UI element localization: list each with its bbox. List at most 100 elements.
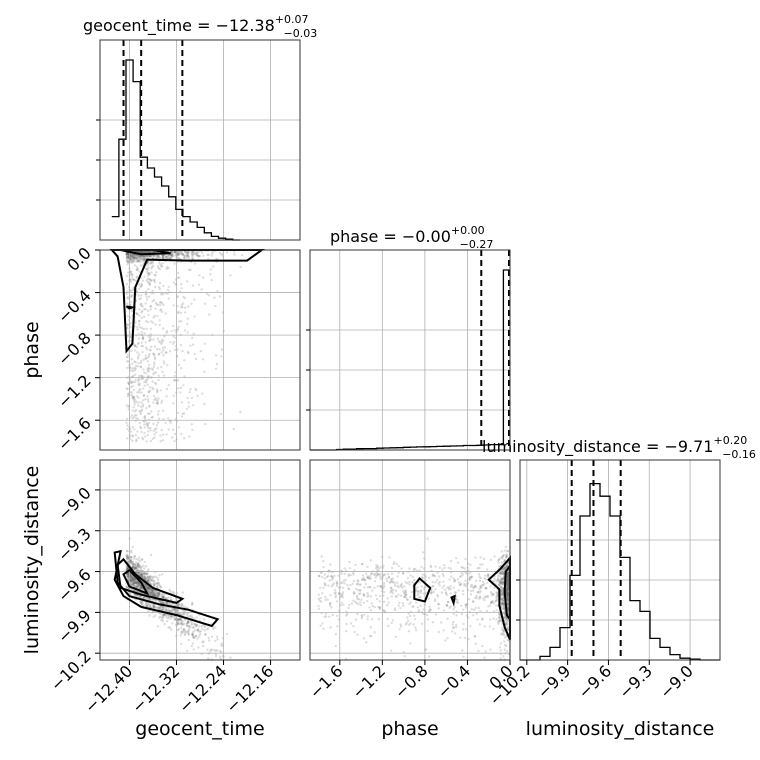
scatter-point xyxy=(167,417,170,420)
scatter-point xyxy=(387,624,390,628)
scatter-point xyxy=(166,265,169,269)
scatter-point xyxy=(506,638,509,642)
scatter-point xyxy=(506,598,509,601)
scatter-point xyxy=(137,255,141,258)
scatter-point xyxy=(361,562,364,566)
scatter-point xyxy=(125,567,129,571)
scatter-point xyxy=(151,589,154,592)
scatter-point xyxy=(148,586,151,589)
scatter-point xyxy=(173,250,176,254)
scatter-point xyxy=(140,573,144,576)
scatter-point xyxy=(135,258,138,261)
scatter-point xyxy=(148,405,151,408)
scatter-point xyxy=(327,584,330,587)
scatter-point xyxy=(136,417,140,420)
scatter-point xyxy=(469,589,473,593)
scatter-point xyxy=(507,586,510,590)
scatter-point xyxy=(486,594,489,598)
scatter-point xyxy=(164,421,167,425)
scatter-point xyxy=(507,593,510,596)
scatter-point xyxy=(181,614,185,617)
scatter-point xyxy=(471,614,475,617)
scatter-point xyxy=(157,594,160,597)
scatter-point xyxy=(134,373,137,377)
scatter-point xyxy=(478,597,481,600)
scatter-point xyxy=(158,591,161,595)
scatter-point xyxy=(139,600,142,603)
scatter-point xyxy=(142,571,146,574)
scatter-point xyxy=(503,629,506,632)
scatter-point xyxy=(126,254,129,258)
scatter-point xyxy=(141,345,145,348)
scatter-point xyxy=(408,602,411,606)
scatter-point xyxy=(457,589,460,592)
scatter-point xyxy=(363,578,366,582)
scatter-point xyxy=(460,612,464,616)
scatter-point xyxy=(331,583,335,586)
scatter-point xyxy=(134,364,138,367)
scatter-point xyxy=(156,389,159,393)
scatter-point xyxy=(179,634,182,637)
scatter-point xyxy=(149,426,152,430)
scatter-point xyxy=(137,255,140,258)
scatter-point xyxy=(132,256,135,260)
scatter-point xyxy=(151,415,154,419)
scatter-point xyxy=(507,573,510,577)
scatter-point xyxy=(464,572,468,575)
scatter-point xyxy=(176,622,180,625)
scatter-point xyxy=(156,265,160,268)
scatter-point xyxy=(129,573,132,576)
scatter-point xyxy=(135,269,139,272)
scatter-point xyxy=(126,566,129,570)
scatter-point xyxy=(165,616,168,619)
scatter-point xyxy=(130,414,133,417)
scatter-point xyxy=(501,599,504,602)
scatter-point xyxy=(500,633,503,636)
scatter-point xyxy=(504,616,507,620)
scatter-point xyxy=(135,414,138,417)
scatter-point xyxy=(489,591,493,594)
scatter-point xyxy=(178,251,181,255)
scatter-point xyxy=(130,393,133,396)
scatter-point xyxy=(140,251,143,254)
scatter-point xyxy=(409,614,412,618)
scatter-point xyxy=(146,586,149,590)
scatter-point xyxy=(506,573,510,576)
scatter-point xyxy=(127,353,130,356)
scatter-point xyxy=(148,251,151,254)
scatter-point xyxy=(159,309,162,312)
scatter-point xyxy=(143,251,146,254)
scatter-point xyxy=(126,576,130,579)
title-luminosity-distance: luminosity_distance = −9.71+0.20 −0.16 xyxy=(482,434,756,461)
scatter-point xyxy=(135,585,138,588)
scatter-point xyxy=(146,375,149,378)
scatter-point xyxy=(336,582,339,585)
scatter-point xyxy=(158,285,161,289)
scatter-point xyxy=(360,614,363,617)
scatter-point xyxy=(153,361,156,364)
scatter-point xyxy=(139,250,142,254)
scatter-point xyxy=(151,593,154,596)
scatter-point xyxy=(453,606,456,609)
scatter-point xyxy=(150,267,153,270)
scatter-point xyxy=(330,606,333,609)
scatter-point xyxy=(438,580,441,584)
scatter-point xyxy=(141,336,145,340)
scatter-point xyxy=(501,555,505,558)
scatter-point xyxy=(468,576,471,579)
scatter-point xyxy=(176,608,180,612)
scatter-point xyxy=(456,598,459,602)
scatter-point xyxy=(156,578,160,582)
scatter-point xyxy=(125,550,129,553)
scatter-point xyxy=(151,256,155,260)
scatter-point xyxy=(193,252,196,256)
scatter-point xyxy=(162,601,166,605)
scatter-point xyxy=(130,588,133,591)
scatter-point xyxy=(136,562,139,566)
scatter-point xyxy=(194,252,198,255)
scatter-point xyxy=(456,578,460,581)
scatter-point xyxy=(172,281,176,284)
scatter-point xyxy=(496,578,499,581)
scatter-point xyxy=(201,251,204,255)
scatter-point xyxy=(461,589,465,593)
